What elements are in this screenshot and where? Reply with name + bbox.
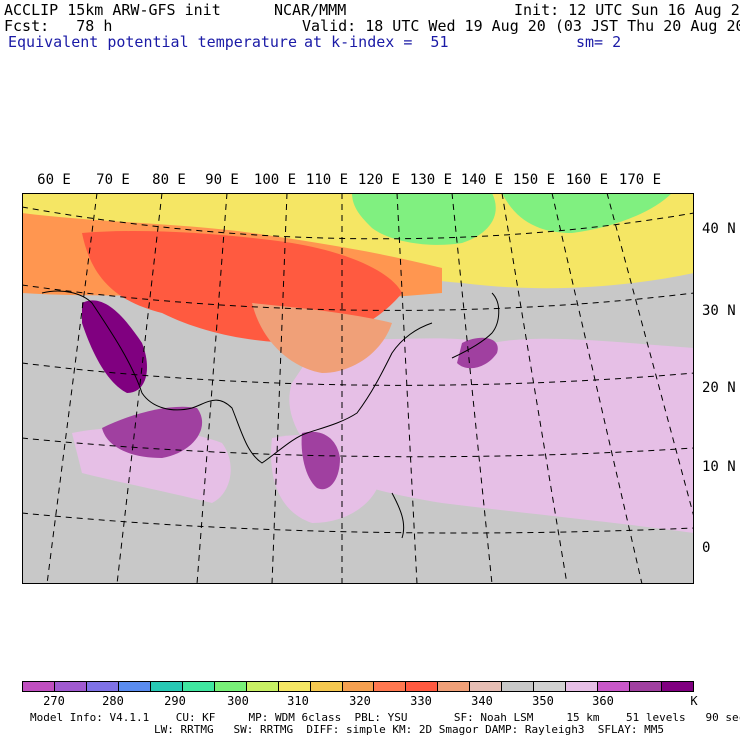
- lon-label: 120 E: [357, 172, 401, 188]
- lon-label: 130 E: [409, 172, 453, 188]
- lon-label: 80 E: [152, 172, 186, 188]
- map-frame: [22, 193, 694, 584]
- smoothing-label: sm= 2: [576, 33, 622, 51]
- colorbar-tick-label: 360: [592, 694, 614, 708]
- bay-of-bengal-region: [72, 427, 231, 503]
- ocean-region-light: [289, 338, 694, 533]
- colorbar-tick-label: K: [690, 694, 698, 708]
- colorbar-cell: [182, 682, 215, 691]
- physics-info-line: LW: RRTMG SW: RRTMG DIFF: simple KM: 2D …: [154, 723, 664, 736]
- init-time: Init: 12 UTC Sun 16 Aug 20: [514, 1, 740, 19]
- field-name: Equivalent potential temperature: [8, 33, 297, 51]
- colorbar-cell: [374, 682, 407, 691]
- india-dark-purple: [82, 300, 147, 393]
- colorbar-cell: [86, 682, 119, 691]
- lon-label: 100 E: [253, 172, 297, 188]
- colorbar-cell: [310, 682, 343, 691]
- colorbar-cell: [406, 682, 439, 691]
- colorbar-cell: [502, 682, 535, 691]
- lat-30n: [22, 284, 694, 311]
- colorbar-cell: [534, 682, 567, 691]
- lon-label: 140 E: [460, 172, 504, 188]
- colorbar-cell: [438, 682, 471, 691]
- colorbar-cell: [214, 682, 247, 691]
- lat-label: 0: [702, 540, 711, 556]
- lat-40n: [22, 206, 694, 240]
- philippines-coastline: [391, 492, 405, 539]
- mongolia-green-region: [352, 193, 496, 245]
- graticule: [22, 193, 694, 584]
- lat-label: 30 N: [702, 303, 736, 319]
- colorbar-tick-label: 350: [532, 694, 554, 708]
- lon-label: 150 E: [512, 172, 556, 188]
- china-salmon-region: [252, 303, 392, 373]
- pacific-green-region: [502, 193, 672, 233]
- map-panel: [22, 193, 694, 584]
- colorbar-tick-label: 280: [102, 694, 124, 708]
- colorbar-tick-label: 320: [349, 694, 371, 708]
- indochina-mid-purple: [301, 431, 340, 490]
- colorbar-cell: [566, 682, 599, 691]
- lon-label: 60 E: [37, 172, 71, 188]
- colorbar-cell: [150, 682, 183, 691]
- colorbar-tick-label: 330: [410, 694, 432, 708]
- colorbar: [22, 681, 694, 692]
- colorbar-cell: [246, 682, 279, 691]
- colorbar-tick-label: 300: [227, 694, 249, 708]
- lon-label: 160 E: [565, 172, 609, 188]
- lat-0: [22, 512, 694, 534]
- level-label: at k-index = 51: [304, 33, 449, 51]
- lon-label: 70 E: [96, 172, 130, 188]
- colorbar-cell: [54, 682, 87, 691]
- colorbar-cell: [470, 682, 503, 691]
- forecast-hour: Fcst: 78 h: [4, 17, 113, 35]
- colorbar-cell: [342, 682, 375, 691]
- colorbar-cell: [630, 682, 663, 691]
- lon-label: 170 E: [618, 172, 662, 188]
- colorbar-cell: [662, 682, 694, 691]
- lat-label: 20 N: [702, 380, 736, 396]
- lat-label: 10 N: [702, 459, 736, 475]
- valid-time: Valid: 18 UTC Wed 19 Aug 20 (03 JST Thu …: [302, 17, 740, 35]
- colorbar-cell: [23, 682, 55, 691]
- lon-160e: [606, 193, 694, 519]
- colorbar-cell: [598, 682, 631, 691]
- lat-10n: [22, 437, 694, 458]
- colorbar-tick-label: 310: [287, 694, 309, 708]
- colorbar-tick-label: 290: [164, 694, 186, 708]
- colorbar-tick-label: 340: [471, 694, 493, 708]
- lon-label: 90 E: [205, 172, 239, 188]
- institution-label: NCAR/MMM: [274, 1, 347, 19]
- lon-150e: [551, 193, 643, 584]
- colorbar-tick-label: 270: [43, 694, 65, 708]
- model-title: ACCLIP 15km ARW-GFS init: [4, 1, 221, 19]
- lon-label: 110 E: [305, 172, 349, 188]
- japan-coastline: [451, 292, 500, 359]
- lat-label: 40 N: [702, 221, 736, 237]
- bengal-mid-purple: [102, 406, 203, 458]
- model-info-line: Model Info: V4.1.1 CU: KF MP: WDM 6class…: [30, 711, 740, 724]
- lon-140e: [501, 193, 568, 584]
- japan-mid-purple: [457, 337, 498, 369]
- colorbar-cell: [118, 682, 151, 691]
- colorbar-cell: [278, 682, 311, 691]
